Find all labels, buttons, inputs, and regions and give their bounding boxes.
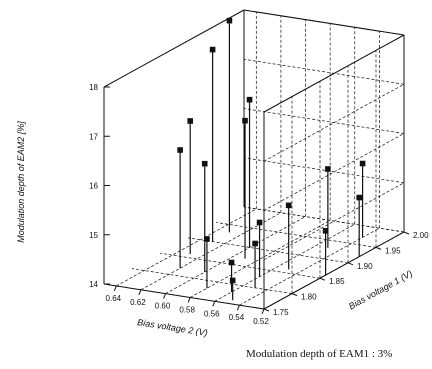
data-point	[252, 240, 258, 247]
z-tick-label: 16	[89, 182, 98, 191]
gridline	[131, 268, 293, 294]
y-tick-label: 1.85	[329, 277, 345, 286]
z-tick-label: 14	[89, 280, 98, 289]
z-tick-label: 17	[89, 132, 98, 141]
y-tick-mark	[291, 293, 298, 297]
gridline	[243, 206, 405, 233]
axis-frame-line	[103, 283, 265, 310]
y-tick-mark	[347, 262, 354, 266]
data-point	[201, 160, 208, 167]
gridline	[140, 212, 282, 291]
data-point	[228, 259, 235, 266]
data-point	[246, 96, 253, 103]
axis-frame-line	[103, 9, 245, 88]
gridline	[243, 58, 405, 85]
y-tick-label: 1.95	[385, 246, 401, 255]
data-point	[177, 147, 183, 153]
y-axis-title: Bias voltage 1 (V)	[347, 268, 414, 311]
z-tick-label: 15	[89, 231, 98, 240]
data-point	[187, 118, 194, 124]
data-point	[229, 277, 236, 284]
y-tick-label: 1.80	[301, 293, 317, 302]
x-tick-mark	[138, 289, 142, 295]
data-point	[322, 227, 329, 234]
gridline	[116, 208, 257, 287]
data-point	[226, 17, 233, 24]
gridline	[165, 216, 306, 294]
gridline	[215, 222, 377, 248]
gridline	[243, 108, 405, 134]
x-tick-mark	[236, 304, 240, 311]
x-tick-label: 0.54	[229, 313, 245, 322]
y-tick-label: 1.75	[273, 308, 289, 317]
x-tick-label: 0.58	[179, 305, 195, 314]
y-tick-mark	[375, 246, 382, 250]
y-tick-mark	[319, 277, 326, 281]
gridline	[214, 224, 355, 302]
axis-frame-line	[263, 231, 405, 310]
x-tick-label: 0.64	[106, 294, 122, 303]
z-tick-label: 18	[89, 83, 98, 92]
axis-frame-line	[263, 34, 405, 113]
gridline	[263, 133, 405, 211]
y-tick-label: 1.90	[357, 262, 373, 271]
data-point	[356, 194, 362, 201]
gridline	[243, 157, 405, 184]
x-tick-label: 0.60	[155, 302, 171, 311]
gridline	[263, 83, 405, 162]
z-axis-title: Modulation depth of EAM2 [%]	[16, 121, 26, 243]
gridline	[189, 220, 331, 298]
x-tick-mark	[113, 285, 117, 292]
axis-frame-line	[243, 9, 405, 36]
data-point	[256, 219, 263, 226]
x-tick-label: 0.56	[204, 309, 220, 318]
gridline	[187, 237, 349, 264]
x-tick-mark	[163, 293, 167, 299]
data-point	[359, 160, 366, 167]
x-axis-title: Bias voltage 2 (V)	[137, 317, 209, 338]
data-point	[209, 46, 216, 53]
gridline	[159, 252, 321, 279]
x-tick-label: 0.62	[130, 298, 146, 307]
x-tick-label: 0.52	[253, 317, 269, 326]
gridline	[263, 182, 405, 261]
gridline	[239, 227, 380, 306]
data-point	[242, 117, 248, 124]
x-tick-mark	[212, 301, 216, 307]
data-point	[325, 166, 331, 172]
y-tick-label: 2.00	[413, 231, 429, 240]
data-point	[285, 202, 292, 209]
chart-caption: Modulation depth of EAM1 : 3%	[246, 348, 393, 360]
data-point	[204, 236, 210, 242]
y-tick-mark	[263, 308, 270, 312]
y-tick-mark	[403, 231, 410, 235]
x-tick-mark	[187, 297, 191, 303]
x-tick-mark	[261, 308, 265, 315]
